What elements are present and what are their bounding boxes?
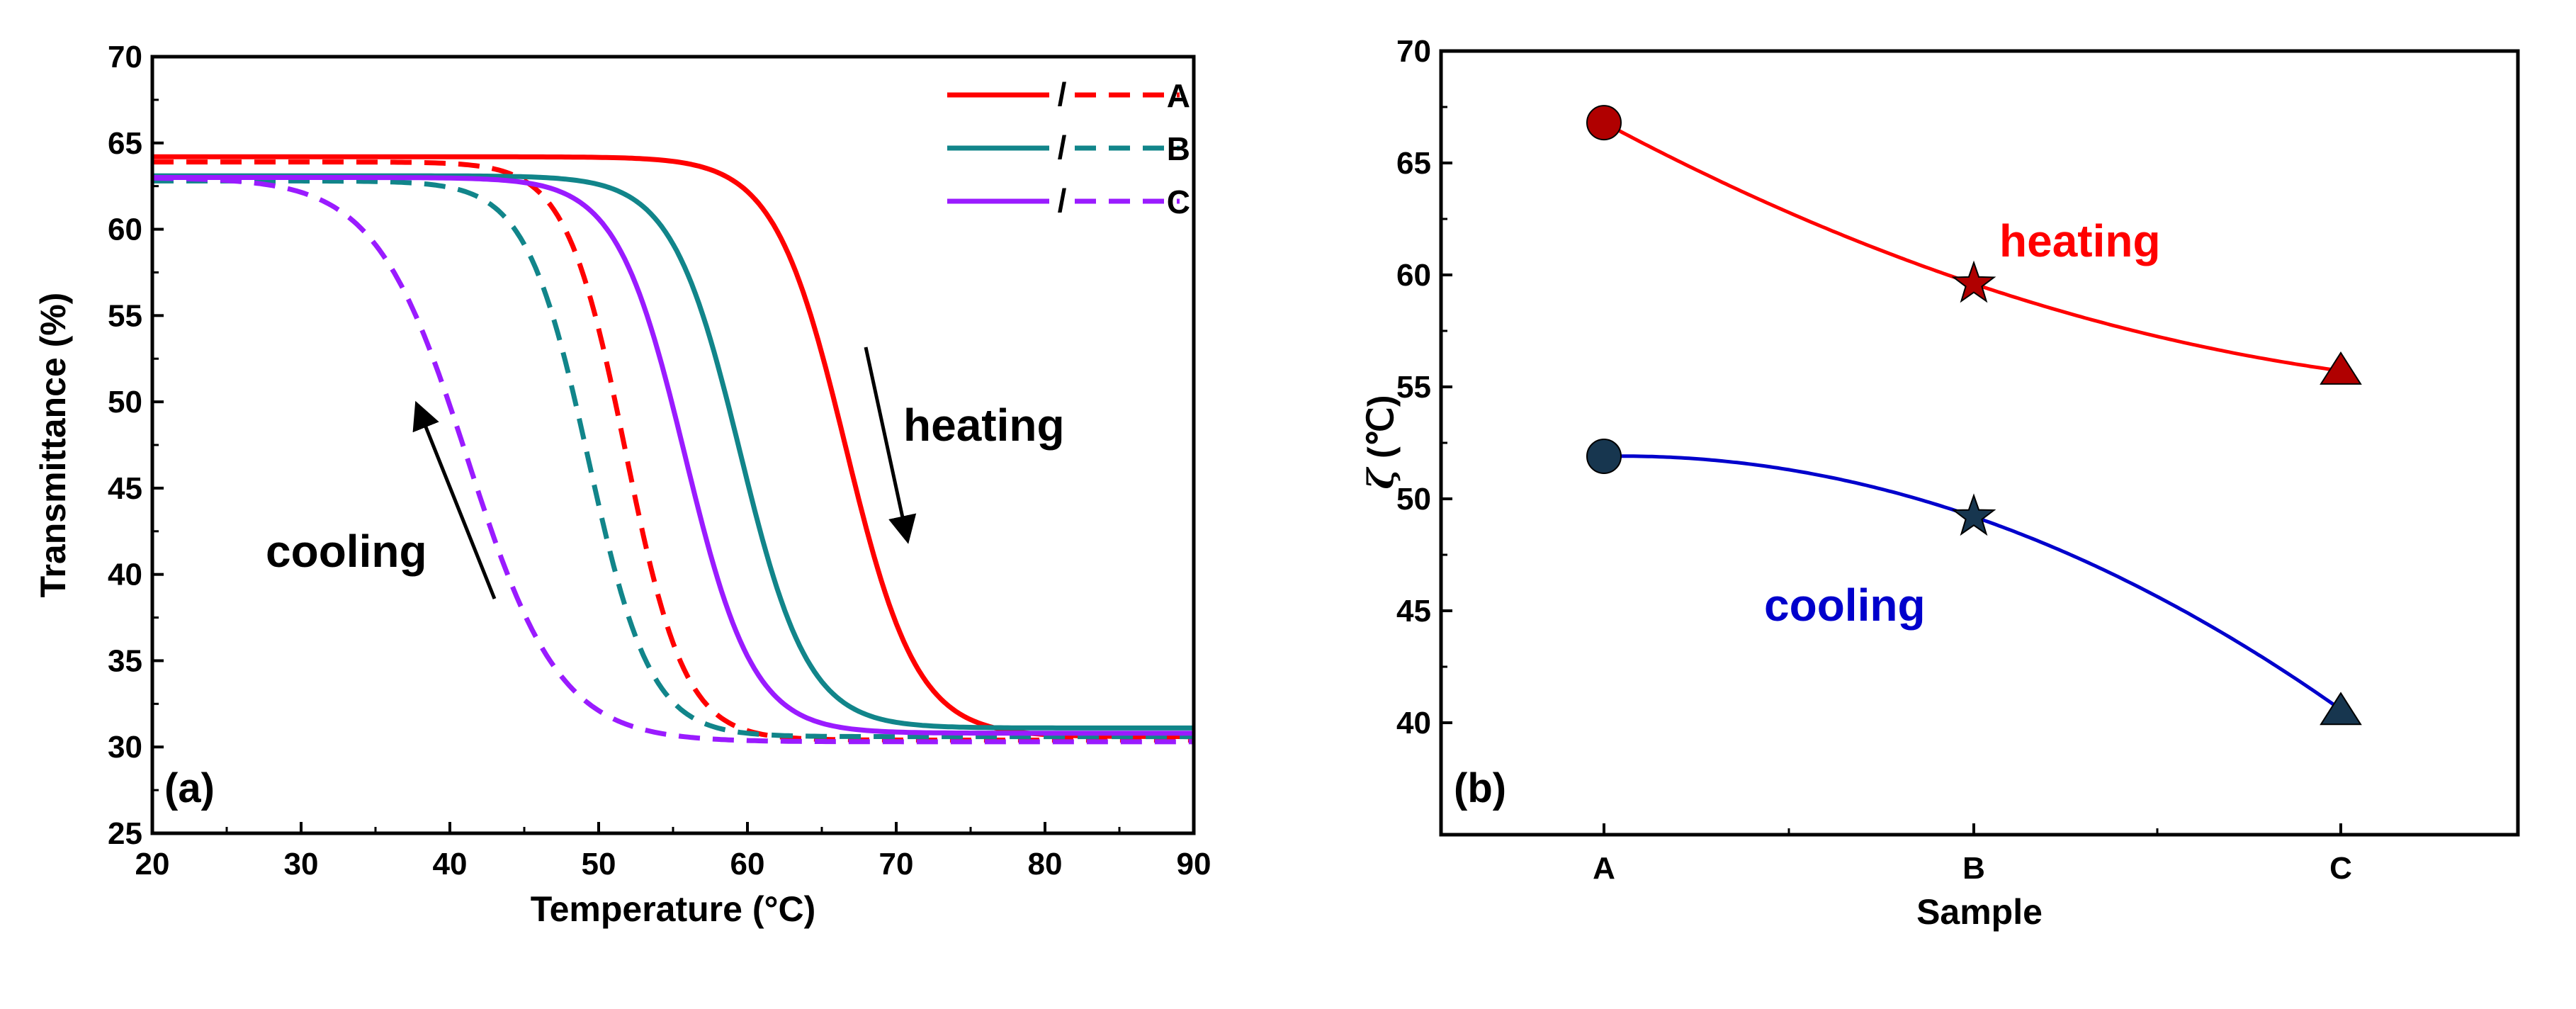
y-tick-label-a: 40 <box>108 558 142 592</box>
y-tick-label-a: 60 <box>108 213 142 247</box>
plot-frame-b <box>1439 49 2520 837</box>
plot-area-a <box>152 57 1194 833</box>
y-tick-label-b: 40 <box>1396 706 1431 740</box>
legend-separator-C: / <box>1058 182 1067 219</box>
y-tick-label-b: 55 <box>1396 370 1431 405</box>
x-axis-label-a: Temperature (°C) <box>531 889 815 929</box>
y-tick-label-a: 25 <box>108 816 142 851</box>
x-tick-label-a: 40 <box>433 847 468 881</box>
plot-frame-a <box>150 55 1196 835</box>
legend-label-A: A <box>1167 77 1190 114</box>
y-tick-label-a: 65 <box>108 126 142 161</box>
legend-a: / A / B / C <box>947 76 1190 220</box>
marker-cooling-A <box>1586 438 1622 474</box>
arrow-heating-a <box>864 346 917 544</box>
legend-label-C: C <box>1167 184 1190 220</box>
legend-separator-B: / <box>1058 129 1067 166</box>
x-tick-label-a: 70 <box>879 847 914 881</box>
marker-cooling-C <box>2320 692 2362 726</box>
arrow-cooling-a <box>412 400 497 599</box>
x-tick-label-a: 90 <box>1177 847 1211 881</box>
marker-heating-C <box>2320 351 2362 385</box>
x-tick-label-b: B <box>1962 851 1985 886</box>
annotation-cooling-b: cooling <box>1764 580 1926 631</box>
annotation-heating-a: heating <box>903 400 1065 451</box>
marker-heating-B <box>1951 260 1996 303</box>
y-tick-label-a: 45 <box>108 471 142 506</box>
y-tick-label-b: 50 <box>1396 482 1431 517</box>
y-tick-label-a: 55 <box>108 298 142 333</box>
curve-C-heating <box>152 175 1194 736</box>
y-tick-label-a: 30 <box>108 730 142 765</box>
panel-label-a: (a) <box>164 765 215 811</box>
y-axis-label-b: ζ (℃) <box>1360 395 1401 490</box>
x-tick-label-b: C <box>2329 851 2352 886</box>
curve-C-cooling <box>152 175 1194 745</box>
curve-B-cooling <box>152 178 1194 740</box>
y-axis-unit-b: (℃) <box>1361 395 1401 468</box>
x-tick-label-a: 50 <box>582 847 616 881</box>
y-tick-label-b: 65 <box>1396 146 1431 181</box>
b-ticks: 40 45 50 55 60 65 70 A B C <box>1396 34 2352 886</box>
x-tick-label-a: 30 <box>284 847 319 881</box>
y-tick-label-b: 60 <box>1396 258 1431 293</box>
annotation-cooling-a: cooling <box>266 526 427 577</box>
x-tick-label-b: A <box>1593 851 1615 886</box>
y-tick-label-a: 70 <box>108 40 142 74</box>
y-axis-label-a: Transmittance (%) <box>33 293 73 598</box>
x-tick-label-a: 20 <box>135 847 170 881</box>
x-tick-label-a: 80 <box>1028 847 1063 881</box>
y-axis-symbol-b: ζ <box>1360 466 1401 489</box>
x-tick-label-a: 60 <box>730 847 765 881</box>
b-markers <box>1586 105 2362 726</box>
y-tick-label-a: 35 <box>108 643 142 678</box>
y-tick-label-b: 70 <box>1396 34 1431 69</box>
marker-cooling-B <box>1951 493 1996 536</box>
annotation-heating-b: heating <box>1999 215 2161 266</box>
marker-heating-A <box>1586 105 1622 141</box>
y-tick-label-a: 50 <box>108 385 142 419</box>
a-ticks: 20 30 40 50 60 70 80 90 25 30 35 40 45 50 55 60 65 70 <box>108 40 1211 881</box>
a-curves <box>152 154 1194 745</box>
panel-label-b: (b) <box>1454 765 1506 811</box>
legend-label-B: B <box>1167 130 1190 167</box>
y-tick-label-b: 45 <box>1396 594 1431 628</box>
x-axis-label-b: Sample <box>1916 892 2043 932</box>
panel-b: 40 45 50 55 60 65 70 A B C heating cooling (b) Sa… <box>1360 34 2520 932</box>
legend-separator-A: / <box>1058 76 1067 113</box>
